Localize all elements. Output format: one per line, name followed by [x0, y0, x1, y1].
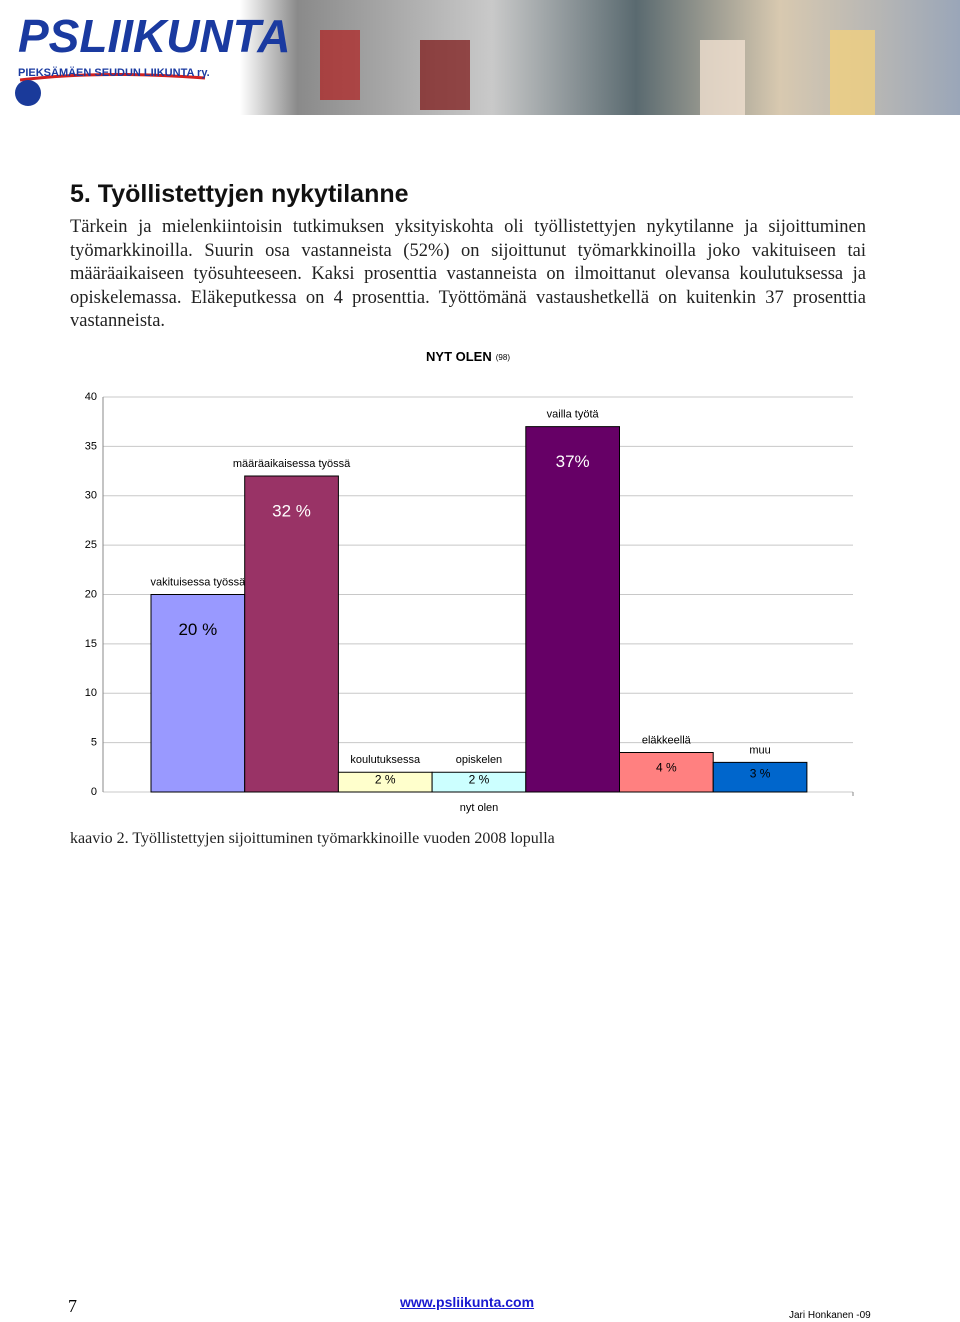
chart: NYT OLEN (98) nyt olen 0 5 10 15 20 25 30 35 40 va…: [85, 349, 854, 814]
chart-subtitle: (98): [496, 353, 511, 362]
category-label: koulutuksessa: [350, 754, 421, 766]
page-number: 7: [68, 1296, 77, 1316]
photo-figure: [420, 40, 470, 110]
value-label: 2 %: [375, 772, 396, 786]
value-label: 4 %: [656, 760, 677, 774]
footer-url[interactable]: www.psliikunta.com: [400, 1294, 535, 1310]
category-label: määräaikaisessa työssä: [233, 458, 351, 470]
photo-figure: [830, 30, 875, 115]
caption: kaavio 2. Työllistettyjen sijoittuminen …: [70, 830, 555, 847]
photo-figure: [320, 30, 360, 100]
logo-ball: [15, 80, 41, 106]
chart-title: NYT OLEN (98): [426, 349, 510, 364]
y-tick-label: 25: [85, 539, 97, 551]
category-label: muu: [749, 744, 770, 756]
header: PSLIIKUNTA PIEKSÄMÄEN SEUDUN LIIKUNTA ry…: [0, 0, 960, 118]
logo-swoosh: [19, 72, 206, 82]
y-tick-label: 40: [85, 391, 97, 403]
y-tick-label: 35: [85, 440, 97, 452]
value-label: 37%: [556, 452, 590, 471]
logo-title: PSLIIKUNTA: [18, 10, 291, 62]
value-label: 3 %: [750, 766, 771, 780]
y-tick-label: 20: [85, 588, 97, 600]
heading: 5. Työllistettyjen nykytilanne: [70, 180, 409, 208]
y-tick-label: 30: [85, 490, 97, 502]
logo-subtitle: PIEKSÄMÄEN SEUDUN LIIKUNTA ry.: [18, 66, 210, 79]
value-label: 2 %: [469, 772, 490, 786]
y-tick-label: 0: [91, 786, 97, 798]
paragraph: Tärkein ja mielenkiintoisin tutkimuksen …: [70, 217, 866, 331]
photo-figure: [700, 40, 745, 115]
category-label: opiskelen: [456, 754, 502, 766]
bar: [244, 475, 339, 793]
header-graphic: PSLIIKUNTA PIEKSÄMÄEN SEUDUN LIIKUNTA ry…: [15, 0, 960, 115]
category-label: vakituisessa työssä: [150, 576, 246, 588]
value-label: 32 %: [272, 501, 311, 520]
chart-title-text: NYT OLEN: [426, 349, 492, 364]
x-axis-label: nyt olen: [460, 802, 499, 814]
value-label: 20 %: [178, 620, 217, 639]
category-label: vailla työtä: [547, 409, 600, 421]
footer-author: Jari Honkanen -09: [789, 1310, 871, 1321]
bar: [525, 426, 620, 793]
y-tick-label: 10: [85, 687, 97, 699]
category-label: eläkkeellä: [642, 734, 692, 746]
bar: [712, 761, 808, 793]
y-tick-label: 5: [91, 737, 97, 749]
bar: [150, 594, 246, 793]
y-tick-label: 15: [85, 638, 97, 650]
